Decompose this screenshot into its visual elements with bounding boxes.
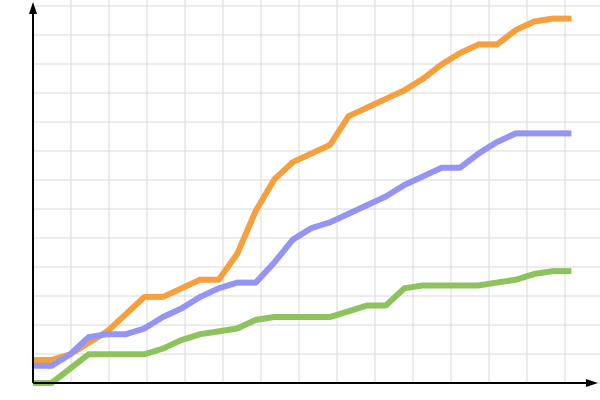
axes-layer bbox=[29, 2, 598, 387]
series-purple bbox=[33, 130, 572, 369]
y-axis-arrow-icon bbox=[29, 2, 37, 14]
series-green bbox=[33, 268, 572, 386]
series-layer bbox=[33, 15, 572, 386]
x-axis-arrow-icon bbox=[586, 379, 598, 387]
series-orange bbox=[33, 15, 572, 364]
grid-lines-horizontal bbox=[33, 5, 600, 384]
